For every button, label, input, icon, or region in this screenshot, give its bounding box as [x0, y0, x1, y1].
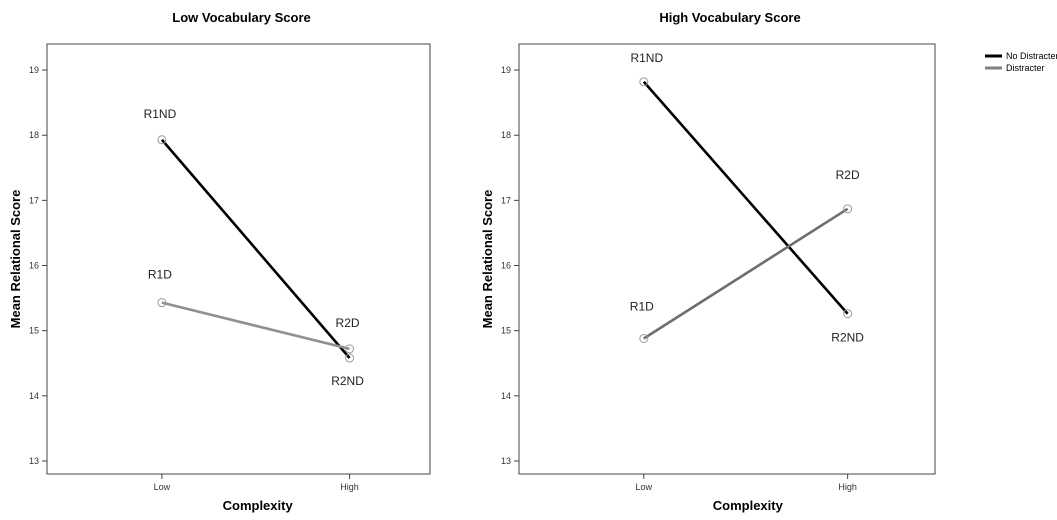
x-tick-label: High [340, 482, 359, 492]
point-label: R1ND [630, 51, 663, 65]
chart-high-vocabulary: High Vocabulary Score 13 14 15 16 17 18 19 Low Hi… [480, 10, 936, 513]
data-point [345, 353, 355, 363]
point-label: R1D [148, 268, 172, 282]
point-label: R2D [836, 168, 860, 182]
y-tick-label: 18 [29, 130, 39, 140]
y-axis-title: Mean Relational Score [480, 190, 495, 329]
y-tick-label: 16 [501, 261, 511, 271]
y-tick-label: 14 [501, 391, 511, 401]
data-point [345, 344, 355, 354]
point-label: R1D [630, 299, 654, 313]
legend: No Distracter Distracter [985, 51, 1057, 73]
y-tick-label: 14 [29, 391, 39, 401]
point-label: R2ND [831, 331, 864, 345]
data-point [639, 333, 649, 343]
y-tick-label: 17 [29, 195, 39, 205]
legend-label-distracter: Distracter [1006, 63, 1045, 73]
data-point [639, 77, 649, 87]
data-point [157, 135, 167, 145]
chart-low-vocabulary: Low Vocabulary Score 13 14 15 16 17 18 19 Low Hig… [8, 10, 431, 513]
chart-title: High Vocabulary Score [659, 10, 800, 25]
x-tick-label: High [838, 482, 857, 492]
y-tick-label: 13 [29, 456, 39, 466]
y-tick-label: 19 [29, 65, 39, 75]
data-point [843, 309, 853, 319]
y-tick-label: 15 [29, 326, 39, 336]
legend-label-no-distracter: No Distracter [1006, 51, 1057, 61]
point-label: R2D [336, 316, 360, 330]
point-label: R1ND [144, 107, 177, 121]
chart-title: Low Vocabulary Score [172, 10, 310, 25]
y-tick-label: 17 [501, 195, 511, 205]
x-tick-label: Low [154, 482, 171, 492]
series-line-no-distracter [642, 80, 849, 315]
y-tick-label: 16 [29, 261, 39, 271]
plot-frame [46, 43, 431, 475]
plot-frame [518, 43, 936, 475]
y-tick-label: 15 [501, 326, 511, 336]
y-axis-title: Mean Relational Score [8, 190, 23, 329]
series-line-no-distracter [160, 138, 351, 359]
series-line-distracter [643, 207, 849, 340]
x-axis-title: Complexity [713, 498, 784, 513]
y-tick-label: 13 [501, 456, 511, 466]
point-label: R2ND [331, 374, 364, 388]
x-axis-title: Complexity [223, 498, 294, 513]
data-point [157, 298, 167, 308]
data-point [843, 204, 853, 214]
series-line-distracter [161, 301, 350, 351]
y-tick-label: 19 [501, 65, 511, 75]
x-tick-label: Low [636, 482, 653, 492]
y-tick-label: 18 [501, 130, 511, 140]
